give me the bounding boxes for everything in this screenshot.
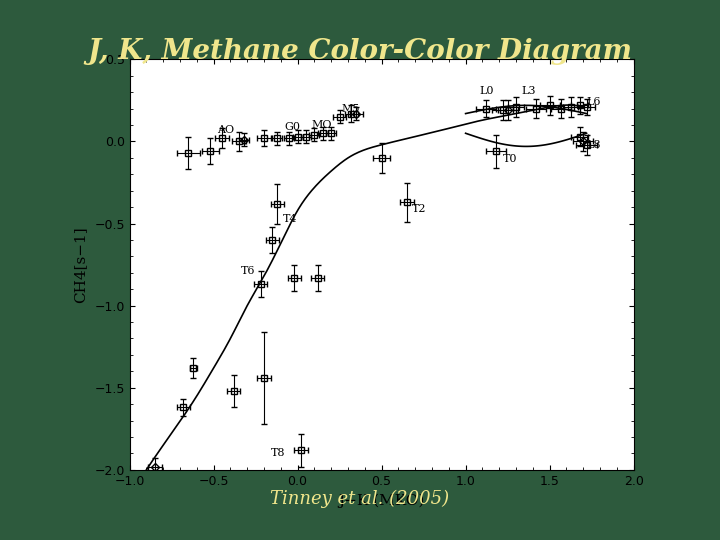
Text: G0: G0 <box>284 122 300 132</box>
Text: T4: T4 <box>282 213 297 224</box>
Text: MO: MO <box>311 120 331 130</box>
X-axis label: J−K (MKO): J−K (MKO) <box>338 493 425 508</box>
Text: L3: L3 <box>521 85 536 96</box>
Text: AO: AO <box>217 125 234 135</box>
Text: L0: L0 <box>479 85 493 96</box>
Y-axis label: CH4[s−1]: CH4[s−1] <box>73 226 87 303</box>
Text: M5: M5 <box>341 104 360 113</box>
Text: T2: T2 <box>412 204 426 214</box>
Text: T0: T0 <box>503 154 517 165</box>
Text: Tinney et al. (2005): Tinney et al. (2005) <box>271 489 449 508</box>
Text: T6: T6 <box>240 266 255 276</box>
Text: T8: T8 <box>271 448 285 458</box>
Text: L6: L6 <box>587 97 601 107</box>
Text: L8: L8 <box>587 140 601 150</box>
Text: J, K, Methane Color-Color Diagram: J, K, Methane Color-Color Diagram <box>88 38 632 65</box>
